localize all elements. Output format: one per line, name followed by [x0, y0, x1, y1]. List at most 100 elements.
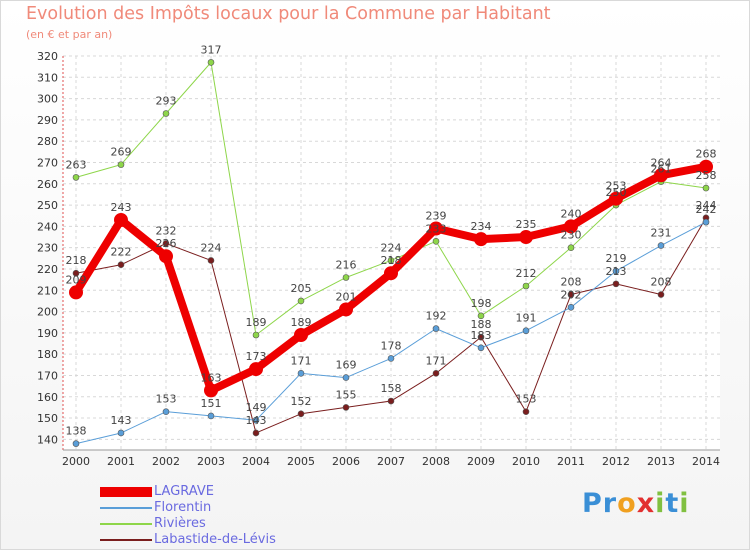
data-label: 198: [471, 297, 492, 310]
data-point: [207, 257, 215, 264]
legend-swatch: [100, 487, 152, 497]
data-label: 243: [111, 201, 132, 214]
data-point: [477, 333, 485, 341]
data-label: 293: [156, 95, 177, 108]
data-point: [519, 230, 533, 245]
data-point: [294, 327, 308, 342]
data-point: [69, 285, 83, 300]
x-tick-label: 2009: [467, 455, 495, 468]
data-point: [432, 237, 440, 245]
y-tick-label: 190: [37, 327, 58, 340]
data-point: [162, 110, 170, 117]
data-label: 201: [336, 290, 357, 303]
x-tick-label: 2012: [602, 455, 630, 468]
x-tick-label: 2013: [647, 455, 675, 468]
x-tick-label: 2008: [422, 455, 450, 468]
x-tick-label: 2004: [242, 455, 270, 468]
data-label: 189: [246, 316, 267, 329]
data-point: [522, 282, 530, 290]
data-point: [297, 297, 305, 305]
data-label: 208: [561, 276, 582, 289]
data-label: 213: [606, 265, 627, 278]
data-label: 209: [66, 273, 87, 286]
legend-label: Labastide-de-Lévis: [154, 532, 276, 547]
data-label: 232: [156, 224, 177, 237]
data-point: [72, 269, 80, 277]
data-point: [699, 159, 713, 174]
data-point: [252, 429, 260, 437]
data-point: [564, 219, 578, 234]
data-label: 230: [561, 229, 582, 242]
x-tick-label: 2006: [332, 455, 360, 468]
data-label: 244: [696, 199, 717, 212]
y-tick-label: 270: [37, 156, 58, 169]
data-point: [72, 440, 80, 447]
data-point: [657, 291, 665, 298]
data-label: 218: [381, 254, 402, 267]
logo-letter: P: [582, 488, 603, 519]
data-label: 138: [66, 425, 87, 438]
data-point: [387, 397, 395, 405]
y-tick-label: 220: [37, 263, 58, 276]
data-label: 188: [471, 318, 492, 331]
y-tick-label: 140: [37, 433, 58, 446]
proxiti-logo: Proxiti: [582, 488, 690, 519]
data-point: [567, 291, 575, 298]
legend-label: Florentin: [154, 500, 212, 515]
data-point: [387, 257, 395, 264]
data-label: 240: [561, 207, 582, 220]
x-tick-label: 2010: [512, 455, 540, 468]
legend-item: LAGRAVE: [100, 484, 360, 500]
data-point: [612, 267, 620, 275]
y-tick-label: 240: [37, 220, 58, 233]
data-point: [342, 374, 350, 381]
data-label: 152: [291, 395, 312, 408]
logo-letter: t: [665, 488, 680, 519]
data-point: [522, 408, 530, 415]
data-label: 143: [246, 414, 267, 427]
data-label: 173: [246, 350, 267, 363]
data-label: 192: [426, 310, 447, 323]
y-tick-label: 250: [37, 199, 58, 212]
data-point: [252, 416, 260, 424]
data-label: 224: [201, 241, 222, 254]
data-label: 171: [291, 354, 312, 367]
data-label: 222: [111, 246, 132, 259]
data-point: [522, 327, 530, 335]
data-label: 268: [696, 148, 717, 161]
data-label: 178: [381, 339, 402, 352]
y-tick-label: 290: [37, 114, 58, 127]
data-label: 171: [426, 354, 447, 367]
data-label: 234: [471, 220, 492, 233]
data-point: [117, 161, 125, 168]
data-label: 163: [201, 371, 222, 384]
x-tick-label: 2003: [197, 455, 225, 468]
y-tick-label: 200: [37, 306, 58, 319]
data-point: [384, 266, 398, 281]
data-point: [609, 191, 623, 206]
legend-swatch: [100, 507, 152, 509]
data-label: 264: [651, 156, 672, 169]
data-label: 216: [336, 258, 357, 271]
y-tick-label: 230: [37, 242, 58, 255]
data-label: 205: [291, 282, 312, 295]
data-label: 149: [246, 401, 267, 414]
data-label: 191: [516, 312, 537, 325]
data-label: 202: [561, 288, 582, 301]
data-point: [117, 429, 125, 437]
data-label: 153: [156, 393, 177, 406]
data-label: 169: [336, 359, 357, 372]
data-label: 189: [291, 316, 312, 329]
data-label: 233: [426, 222, 447, 235]
y-tick-label: 210: [37, 284, 58, 297]
data-label: 317: [201, 43, 222, 56]
data-point: [612, 280, 620, 288]
y-tick-label: 170: [37, 369, 58, 382]
x-tick-label: 2014: [692, 455, 720, 468]
data-label: 250: [606, 186, 627, 199]
chart-title: Evolution des Impôts locaux pour la Comm…: [26, 4, 551, 24]
legend-item: Rivières: [100, 516, 360, 532]
data-point: [252, 331, 260, 339]
data-point: [477, 312, 485, 320]
